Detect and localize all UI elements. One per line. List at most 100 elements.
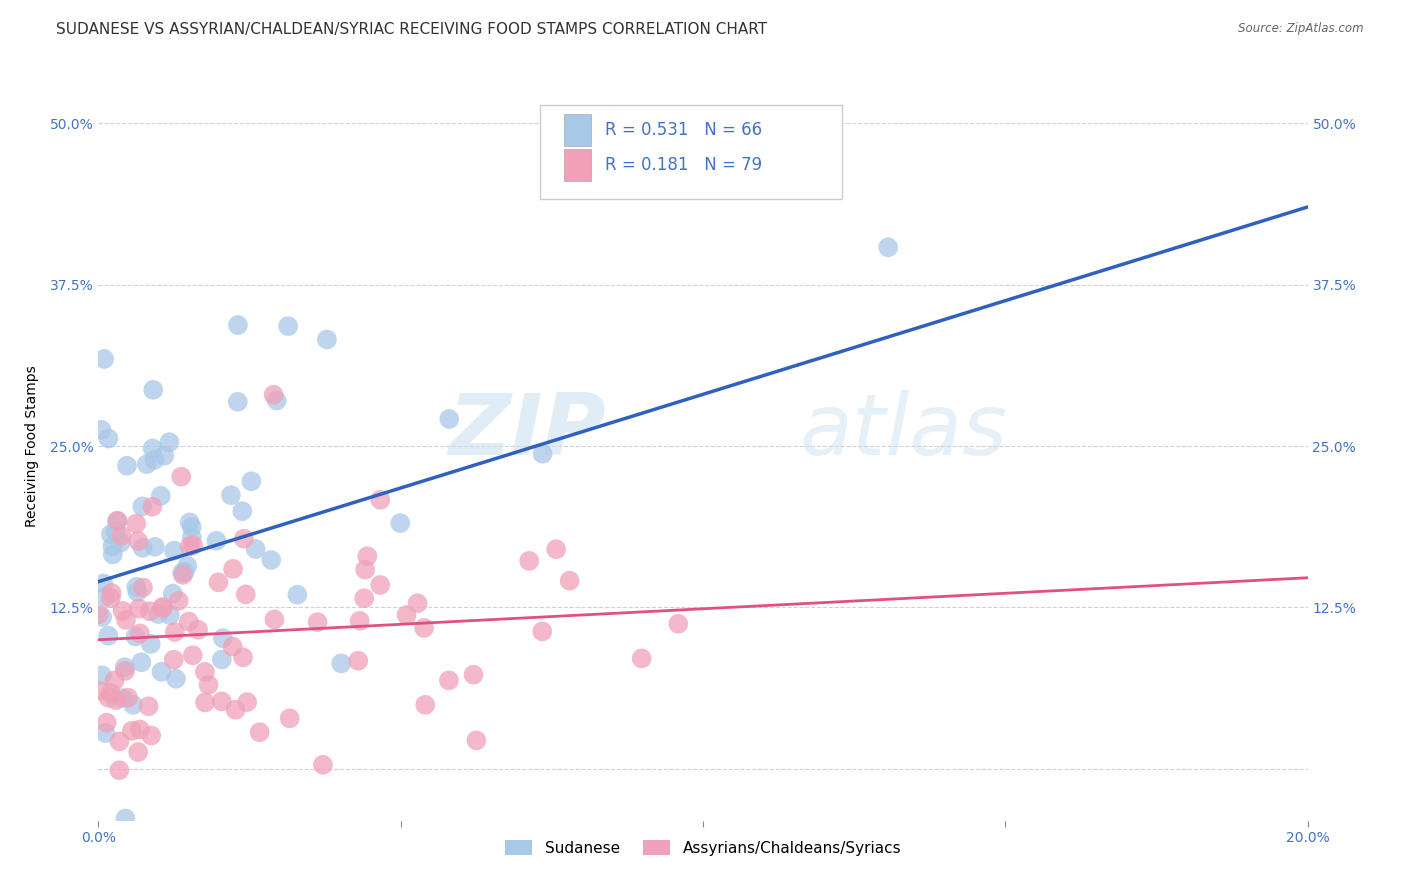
Point bbox=[307, 615, 329, 630]
Point bbox=[149, 489, 172, 503]
Point bbox=[531, 447, 554, 461]
Point bbox=[212, 631, 235, 645]
Point bbox=[90, 423, 112, 437]
Point bbox=[163, 543, 186, 558]
Text: SUDANESE VS ASSYRIAN/CHALDEAN/SYRIAC RECEIVING FOOD STAMPS CORRELATION CHART: SUDANESE VS ASSYRIAN/CHALDEAN/SYRIAC REC… bbox=[56, 22, 768, 37]
Point bbox=[117, 690, 139, 705]
Point bbox=[132, 581, 155, 595]
Point bbox=[353, 591, 375, 606]
FancyBboxPatch shape bbox=[564, 149, 591, 181]
Point bbox=[108, 734, 131, 748]
Point bbox=[131, 655, 153, 669]
Point bbox=[87, 607, 110, 622]
Point bbox=[114, 660, 136, 674]
Text: Source: ZipAtlas.com: Source: ZipAtlas.com bbox=[1239, 22, 1364, 36]
Point bbox=[93, 351, 115, 366]
Point bbox=[437, 673, 460, 688]
Point bbox=[141, 500, 163, 514]
Point bbox=[129, 626, 152, 640]
Point bbox=[115, 613, 138, 627]
Point bbox=[127, 534, 149, 549]
Point bbox=[205, 533, 228, 548]
Point bbox=[104, 524, 127, 539]
Point bbox=[124, 630, 146, 644]
Point bbox=[111, 604, 134, 618]
Point bbox=[128, 723, 150, 737]
Point bbox=[437, 412, 460, 426]
Point bbox=[413, 621, 436, 635]
Point bbox=[558, 574, 581, 588]
Point bbox=[222, 562, 245, 576]
Point bbox=[177, 615, 200, 629]
Point bbox=[232, 532, 254, 546]
Point bbox=[170, 469, 193, 483]
Point bbox=[100, 591, 122, 606]
Point bbox=[114, 812, 136, 826]
Point bbox=[226, 394, 249, 409]
Point bbox=[139, 604, 162, 618]
FancyBboxPatch shape bbox=[564, 114, 591, 145]
Point bbox=[107, 514, 129, 528]
Point bbox=[152, 601, 174, 615]
Point bbox=[153, 449, 176, 463]
Point bbox=[245, 542, 267, 557]
Point bbox=[349, 614, 371, 628]
Point bbox=[167, 594, 190, 608]
Text: ZIP: ZIP bbox=[449, 390, 606, 473]
Point bbox=[108, 763, 131, 777]
Point bbox=[138, 699, 160, 714]
Point bbox=[181, 648, 204, 663]
Point bbox=[111, 690, 134, 705]
Point bbox=[179, 516, 201, 530]
Point bbox=[187, 623, 209, 637]
Point bbox=[277, 319, 299, 334]
Point bbox=[315, 333, 337, 347]
Legend: Sudanese, Assyrians/Chaldeans/Syriacs: Sudanese, Assyrians/Chaldeans/Syriacs bbox=[499, 833, 907, 862]
Point bbox=[225, 703, 247, 717]
Point bbox=[278, 711, 301, 725]
Point bbox=[356, 549, 378, 564]
Point bbox=[100, 527, 122, 541]
Point bbox=[232, 650, 254, 665]
Point bbox=[173, 565, 195, 579]
Point bbox=[115, 458, 138, 473]
Point bbox=[131, 541, 153, 555]
Point bbox=[163, 653, 186, 667]
Point bbox=[94, 590, 117, 604]
Point bbox=[141, 729, 163, 743]
Point bbox=[413, 698, 436, 712]
Point bbox=[249, 725, 271, 739]
Point bbox=[159, 608, 181, 623]
Point bbox=[148, 607, 170, 621]
Point bbox=[219, 488, 242, 502]
Point bbox=[105, 514, 128, 528]
Point bbox=[122, 698, 145, 712]
Point bbox=[100, 686, 122, 700]
Point bbox=[96, 715, 118, 730]
Point bbox=[127, 585, 149, 599]
Point bbox=[236, 695, 259, 709]
Point bbox=[127, 745, 149, 759]
Point bbox=[157, 435, 180, 450]
Point bbox=[131, 500, 153, 514]
Point bbox=[263, 388, 285, 402]
Point bbox=[100, 586, 122, 600]
Point bbox=[194, 665, 217, 679]
Point bbox=[114, 664, 136, 678]
Point bbox=[207, 575, 229, 590]
Point bbox=[211, 652, 233, 666]
Point bbox=[180, 520, 202, 534]
Point bbox=[877, 240, 900, 254]
Point bbox=[406, 596, 429, 610]
Point bbox=[181, 538, 204, 552]
Point bbox=[211, 694, 233, 708]
Point bbox=[162, 586, 184, 600]
Point bbox=[231, 504, 253, 518]
Point bbox=[176, 558, 198, 573]
Y-axis label: Receiving Food Stamps: Receiving Food Stamps bbox=[24, 365, 38, 527]
Point bbox=[395, 607, 418, 622]
Point bbox=[97, 432, 120, 446]
Point bbox=[91, 610, 114, 624]
Point bbox=[128, 601, 150, 615]
Point bbox=[97, 629, 120, 643]
